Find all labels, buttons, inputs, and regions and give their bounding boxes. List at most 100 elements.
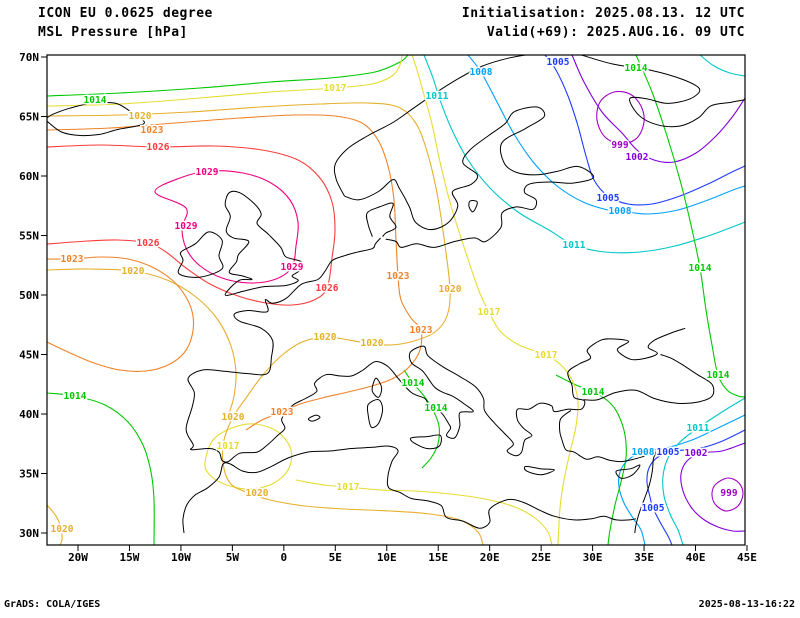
- contour-label-1014: 1014: [707, 370, 730, 381]
- field-title: MSL Pressure [hPa]: [38, 25, 188, 40]
- isobar-1014: [47, 392, 155, 545]
- contour-label-1020: 1020: [122, 266, 145, 277]
- coastline: [583, 354, 715, 405]
- lat-label: 45N: [19, 349, 39, 362]
- contour-label-1023: 1023: [141, 125, 164, 136]
- lon-label: 10E: [377, 551, 397, 564]
- model-title: ICON EU 0.0625 degree: [38, 6, 213, 21]
- coastline: [558, 410, 657, 534]
- map-frame: [46, 54, 746, 546]
- isobar-1002: [680, 442, 745, 532]
- lon-label: 15W: [120, 551, 140, 564]
- isobar-1020: [47, 504, 63, 545]
- contour-label-1017: 1017: [337, 482, 360, 493]
- contour-label-1020: 1020: [361, 338, 384, 349]
- contour-label-1005: 1005: [657, 447, 680, 458]
- isobar-1005: [544, 55, 745, 206]
- grads-credit: GrADS: COLA/IGES: [4, 599, 101, 610]
- isobar-1029: [154, 170, 299, 284]
- lon-label: 10W: [171, 551, 191, 564]
- isobar-1014: [635, 55, 745, 398]
- isobar-1017: [295, 479, 553, 545]
- lon-label: 45E: [737, 551, 757, 564]
- lat-label: 55N: [19, 230, 39, 243]
- lon-label: 5W: [226, 551, 240, 564]
- coastline: [344, 106, 595, 248]
- contour-label-1014: 1014: [84, 95, 107, 106]
- contour-label-1020: 1020: [439, 284, 462, 295]
- lon-label: 20W: [68, 551, 88, 564]
- lon-label: 25E: [531, 551, 551, 564]
- lon-label: 30E: [583, 551, 603, 564]
- coastline: [177, 231, 224, 278]
- coastlines: [47, 55, 745, 534]
- coastline: [615, 464, 641, 479]
- isobar-1011: [423, 55, 745, 254]
- contour-label-1020: 1020: [129, 111, 152, 122]
- contour-label-1008: 1008: [609, 206, 632, 217]
- contour-label-1005: 1005: [547, 57, 570, 68]
- contour-label-1023: 1023: [271, 407, 294, 418]
- coastline: [333, 55, 529, 197]
- isobar-1002: [571, 55, 745, 164]
- coastline: [366, 399, 384, 429]
- contour-label-1026: 1026: [137, 238, 160, 249]
- contour-label-1020: 1020: [246, 488, 269, 499]
- contour-label-1005: 1005: [642, 503, 665, 514]
- contour-label-1014: 1014: [425, 403, 448, 414]
- isobar-1020: [47, 102, 484, 545]
- contour-label-1020: 1020: [222, 412, 245, 423]
- isobar-1005: [646, 429, 745, 545]
- axis-labels: 70N 65N 60N 55N 50N 45N 40N 35N 30N 20W 15W 10W 5W 0 5…: [19, 51, 757, 564]
- contour-labels: 9999991002100210051005100510051008100810…: [49, 56, 739, 537]
- isobar-1008: [618, 414, 745, 545]
- isobar-999: [596, 90, 645, 145]
- coastline: [47, 101, 145, 137]
- lon-label: 5E: [329, 551, 342, 564]
- contour-label-1002: 1002: [685, 448, 708, 459]
- coastline: [182, 445, 636, 534]
- isobar-1014: [403, 369, 440, 469]
- contour-label-1026: 1026: [147, 142, 170, 153]
- contour-label-1017: 1017: [478, 307, 501, 318]
- isobar-1020: [47, 268, 237, 415]
- contour-label-1026: 1026: [316, 283, 339, 294]
- lat-label: 65N: [19, 111, 39, 124]
- contour-label-1014: 1014: [402, 378, 425, 389]
- isobar-999: [711, 477, 744, 512]
- lon-label: 15E: [428, 551, 448, 564]
- init-time-label: Initialisation: 2025.08.13. 12 UTC: [461, 6, 745, 21]
- contour-label-1011: 1011: [426, 91, 449, 102]
- isobar-1011: [662, 397, 745, 545]
- isobar-lines: [47, 55, 745, 545]
- lon-label: 20E: [480, 551, 500, 564]
- coastline: [371, 377, 383, 398]
- lon-label: 40E: [686, 551, 706, 564]
- contour-label-1017: 1017: [217, 441, 240, 452]
- contour-label-1014: 1014: [582, 387, 605, 398]
- lat-label: 35N: [19, 468, 39, 481]
- contour-label-1005: 1005: [597, 193, 620, 204]
- contour-label-1023: 1023: [410, 325, 433, 336]
- lat-label: 50N: [19, 289, 39, 302]
- contour-label-1011: 1011: [687, 423, 710, 434]
- lon-label: 0: [281, 551, 288, 564]
- coastline: [307, 414, 321, 422]
- contour-label-1029: 1029: [281, 262, 304, 273]
- axis-ticks: [41, 56, 748, 551]
- lon-label: 35E: [634, 551, 654, 564]
- contour-label-1029: 1029: [196, 167, 219, 178]
- contour-label-1011: 1011: [563, 240, 586, 251]
- contour-label-1008: 1008: [632, 447, 655, 458]
- creation-timestamp: 2025-08-13-16:22: [698, 599, 795, 610]
- isobar-1014: [47, 55, 409, 97]
- isobar-1017: [411, 55, 579, 545]
- contour-label-1014: 1014: [64, 391, 87, 402]
- isobar-1026: [47, 144, 336, 306]
- lat-label: 60N: [19, 170, 39, 183]
- contour-label-1020: 1020: [314, 332, 337, 343]
- isobar-1011: [699, 55, 745, 77]
- contour-label-1014: 1014: [625, 63, 648, 74]
- isobar-1017: [47, 55, 403, 107]
